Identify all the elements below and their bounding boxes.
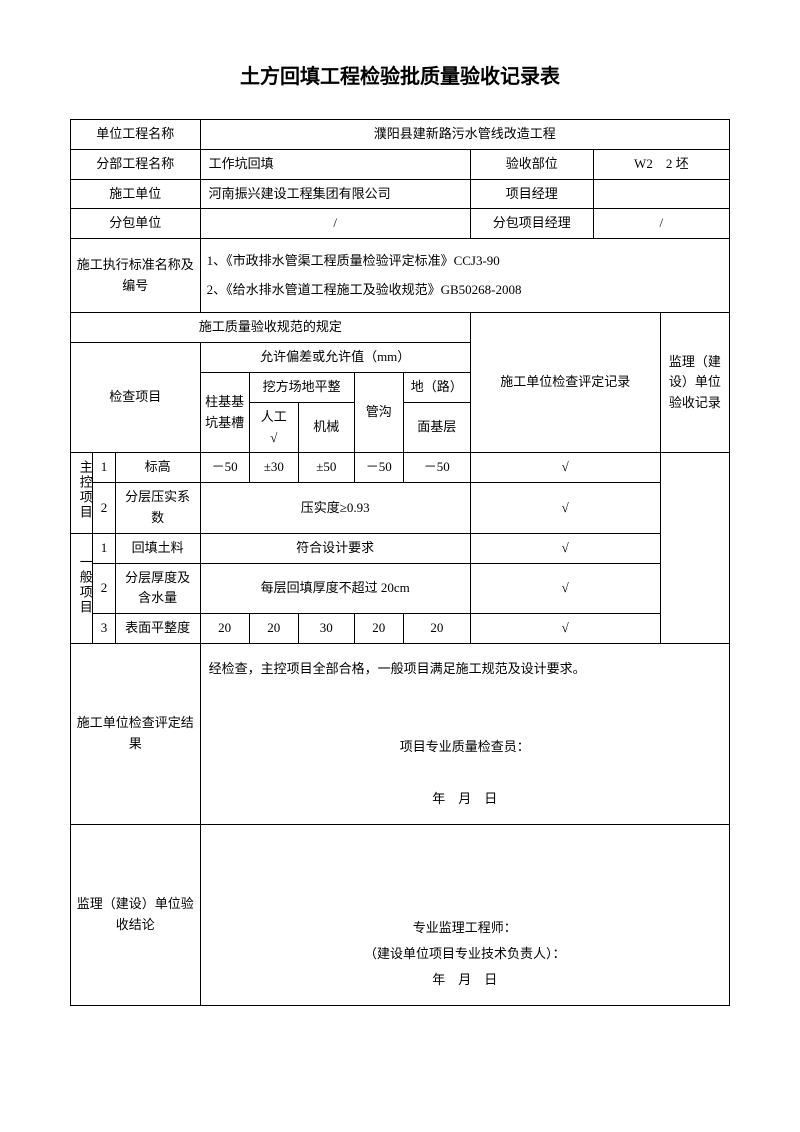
g3-c: 20 bbox=[354, 614, 403, 644]
col-a: 柱基基坑基槽 bbox=[200, 372, 249, 452]
unit-project-value: 濮阳县建新路污水管线改造工程 bbox=[200, 120, 729, 150]
supervise-header: 监理（建设）单位验收记录 bbox=[660, 313, 729, 453]
col-b: 挖方场地平整 bbox=[249, 372, 354, 402]
standard-line1: 1、《市政排水管渠工程质量检验评定标准》CCJ3-90 bbox=[207, 247, 723, 276]
col-c: 管沟 bbox=[354, 372, 403, 452]
construction-unit-label: 施工单位 bbox=[71, 179, 201, 209]
m1-c: －50 bbox=[354, 453, 403, 483]
col-d: 地（路） bbox=[403, 372, 470, 402]
m2-span: 压实度≥0.93 bbox=[200, 483, 470, 534]
g3-a: 20 bbox=[200, 614, 249, 644]
m1-chk: √ bbox=[470, 453, 660, 483]
supervise-date: 年 月 日 bbox=[209, 967, 721, 993]
construction-unit-value: 河南振兴建设工程集团有限公司 bbox=[200, 179, 470, 209]
g3-no: 3 bbox=[93, 614, 115, 644]
m2-no: 2 bbox=[93, 483, 115, 534]
spec-header: 施工质量验收规范的规定 bbox=[71, 313, 471, 343]
result-sign: 项目专业质量检查员： bbox=[209, 734, 721, 760]
g2-chk: √ bbox=[470, 563, 660, 614]
g3-name: 表面平整度 bbox=[115, 614, 200, 644]
m1-b2: ±50 bbox=[298, 453, 354, 483]
m1-name: 标高 bbox=[115, 453, 200, 483]
col-d2: 面基层 bbox=[403, 402, 470, 453]
pm-label: 项目经理 bbox=[470, 179, 593, 209]
tolerance-header: 允许偏差或允许值（mm） bbox=[200, 343, 470, 373]
result-date: 年 月 日 bbox=[209, 786, 721, 812]
m1-d: －50 bbox=[403, 453, 470, 483]
result-text: 经检查，主控项目全部合格，一般项目满足施工规范及设计要求。 bbox=[209, 656, 721, 682]
g3-chk: √ bbox=[470, 614, 660, 644]
supervise-col bbox=[660, 453, 729, 644]
accept-part-value: W2 2 坯 bbox=[593, 149, 729, 179]
supervise-sign1: 专业监理工程师： bbox=[209, 915, 721, 941]
col-b1-mark: √ bbox=[270, 430, 277, 445]
g1-span: 符合设计要求 bbox=[200, 533, 470, 563]
col-b1-label: 人工 bbox=[261, 409, 287, 424]
pm-value bbox=[593, 179, 729, 209]
m1-b1: ±30 bbox=[249, 453, 298, 483]
g1-chk: √ bbox=[470, 533, 660, 563]
col-b2: 机械 bbox=[298, 402, 354, 453]
sub-pm-label: 分包项目经理 bbox=[470, 209, 593, 239]
check-item-header: 检查项目 bbox=[71, 343, 201, 453]
unit-check-header: 施工单位检查评定记录 bbox=[470, 313, 660, 453]
g2-name: 分层厚度及含水量 bbox=[115, 563, 200, 614]
standard-line2: 2、《给水排水管道工程施工及验收规范》GB50268-2008 bbox=[207, 276, 723, 305]
sub-pm-value: / bbox=[593, 209, 729, 239]
subcontract-label: 分包单位 bbox=[71, 209, 201, 239]
page-title: 土方回填工程检验批质量验收记录表 bbox=[70, 60, 730, 89]
g3-b2: 30 bbox=[298, 614, 354, 644]
supervise-result-box: 专业监理工程师： （建设单位项目专业技术负责人）： 年 月 日 bbox=[200, 824, 729, 1005]
g1-no: 1 bbox=[93, 533, 115, 563]
supervise-sign2: （建设单位项目专业技术负责人）： bbox=[209, 941, 721, 967]
subcontract-value: / bbox=[200, 209, 470, 239]
m1-no: 1 bbox=[93, 453, 115, 483]
g3-d: 20 bbox=[403, 614, 470, 644]
subdiv-value: 工作坑回填 bbox=[200, 149, 470, 179]
m2-name: 分层压实系数 bbox=[115, 483, 200, 534]
acceptance-table: 单位工程名称 濮阳县建新路污水管线改造工程 分部工程名称 工作坑回填 验收部位 … bbox=[70, 119, 730, 1006]
standard-label: 施工执行标准名称及编号 bbox=[71, 239, 201, 313]
result-label: 施工单位检查评定结果 bbox=[71, 643, 201, 824]
g2-span: 每层回填厚度不超过 20cm bbox=[200, 563, 470, 614]
m1-a: －50 bbox=[200, 453, 249, 483]
m2-chk: √ bbox=[470, 483, 660, 534]
result-box: 经检查，主控项目全部合格，一般项目满足施工规范及设计要求。 项目专业质量检查员：… bbox=[200, 643, 729, 824]
standard-text: 1、《市政排水管渠工程质量检验评定标准》CCJ3-90 2、《给水排水管道工程施… bbox=[200, 239, 729, 313]
g3-b1: 20 bbox=[249, 614, 298, 644]
unit-project-label: 单位工程名称 bbox=[71, 120, 201, 150]
group-main-text: 主控项目 bbox=[74, 460, 95, 520]
subdiv-label: 分部工程名称 bbox=[71, 149, 201, 179]
g2-no: 2 bbox=[93, 563, 115, 614]
g1-name: 回填土料 bbox=[115, 533, 200, 563]
col-b1: 人工 √ bbox=[249, 402, 298, 453]
accept-part-label: 验收部位 bbox=[470, 149, 593, 179]
supervise-result-label: 监理（建设）单位验收结论 bbox=[71, 824, 201, 1005]
group-main: 主控项目 bbox=[71, 453, 93, 533]
group-general-text: 一般项目 bbox=[74, 555, 95, 615]
group-general: 一般项目 bbox=[71, 533, 93, 643]
